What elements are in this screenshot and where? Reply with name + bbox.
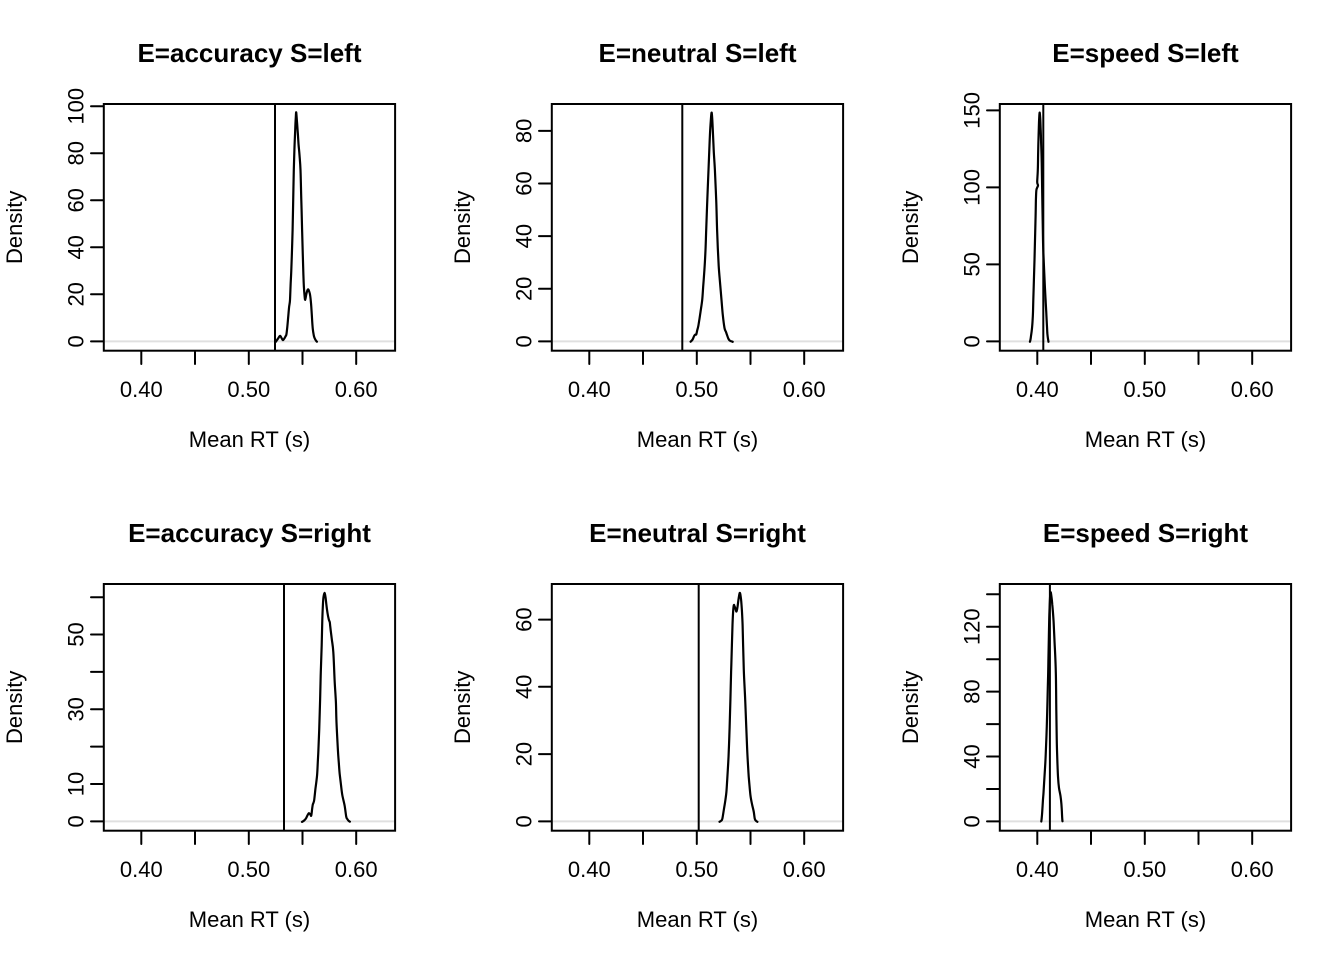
svg-text:E=accuracy S=left: E=accuracy S=left bbox=[137, 38, 361, 68]
svg-text:E=neutral S=left: E=neutral S=left bbox=[599, 38, 797, 68]
svg-text:80: 80 bbox=[960, 679, 985, 703]
svg-text:120: 120 bbox=[960, 608, 985, 645]
svg-text:0.40: 0.40 bbox=[568, 857, 611, 882]
svg-text:0.60: 0.60 bbox=[1231, 857, 1274, 882]
svg-text:0: 0 bbox=[512, 815, 537, 827]
svg-text:0: 0 bbox=[64, 815, 89, 827]
svg-text:Mean RT (s): Mean RT (s) bbox=[637, 427, 758, 452]
svg-text:50: 50 bbox=[64, 622, 89, 646]
svg-text:0.60: 0.60 bbox=[335, 377, 378, 402]
svg-text:0: 0 bbox=[512, 335, 537, 347]
svg-text:0.60: 0.60 bbox=[335, 857, 378, 882]
svg-text:Mean RT (s): Mean RT (s) bbox=[189, 907, 310, 932]
svg-text:0.60: 0.60 bbox=[783, 857, 826, 882]
svg-text:E=speed S=left: E=speed S=left bbox=[1052, 38, 1239, 68]
svg-text:100: 100 bbox=[960, 169, 985, 206]
svg-text:100: 100 bbox=[64, 88, 89, 125]
svg-text:0.40: 0.40 bbox=[120, 857, 163, 882]
svg-text:Density: Density bbox=[2, 191, 27, 264]
svg-text:E=speed S=right: E=speed S=right bbox=[1043, 518, 1249, 548]
svg-text:0.50: 0.50 bbox=[675, 377, 718, 402]
svg-text:Mean RT (s): Mean RT (s) bbox=[1085, 427, 1206, 452]
svg-text:20: 20 bbox=[512, 742, 537, 766]
svg-text:0.50: 0.50 bbox=[1123, 857, 1166, 882]
svg-text:0: 0 bbox=[960, 815, 985, 827]
svg-text:0.60: 0.60 bbox=[783, 377, 826, 402]
svg-text:Mean RT (s): Mean RT (s) bbox=[1085, 907, 1206, 932]
svg-text:30: 30 bbox=[64, 697, 89, 721]
svg-text:0.60: 0.60 bbox=[1231, 377, 1274, 402]
svg-text:80: 80 bbox=[512, 119, 537, 143]
svg-text:0.50: 0.50 bbox=[1123, 377, 1166, 402]
svg-text:10: 10 bbox=[64, 772, 89, 796]
svg-text:Density: Density bbox=[898, 671, 923, 744]
svg-text:40: 40 bbox=[512, 224, 537, 248]
svg-text:Mean RT (s): Mean RT (s) bbox=[189, 427, 310, 452]
svg-text:E=accuracy S=right: E=accuracy S=right bbox=[128, 518, 371, 548]
svg-text:60: 60 bbox=[512, 171, 537, 195]
svg-text:Density: Density bbox=[2, 671, 27, 744]
svg-text:20: 20 bbox=[512, 277, 537, 301]
svg-text:80: 80 bbox=[64, 141, 89, 165]
svg-text:0.50: 0.50 bbox=[227, 857, 270, 882]
svg-text:40: 40 bbox=[64, 235, 89, 259]
svg-text:150: 150 bbox=[960, 92, 985, 129]
svg-text:0.50: 0.50 bbox=[227, 377, 270, 402]
svg-text:50: 50 bbox=[960, 252, 985, 276]
svg-text:E=neutral S=right: E=neutral S=right bbox=[589, 518, 806, 548]
svg-text:20: 20 bbox=[64, 282, 89, 306]
svg-text:0: 0 bbox=[64, 335, 89, 347]
svg-text:0: 0 bbox=[960, 335, 985, 347]
svg-text:Mean RT (s): Mean RT (s) bbox=[637, 907, 758, 932]
svg-text:Density: Density bbox=[898, 191, 923, 264]
svg-text:0.40: 0.40 bbox=[568, 377, 611, 402]
svg-text:0.50: 0.50 bbox=[675, 857, 718, 882]
svg-text:Density: Density bbox=[450, 671, 475, 744]
svg-text:0.40: 0.40 bbox=[1016, 857, 1059, 882]
svg-text:40: 40 bbox=[960, 744, 985, 768]
svg-text:60: 60 bbox=[64, 188, 89, 212]
svg-text:Density: Density bbox=[450, 191, 475, 264]
svg-text:0.40: 0.40 bbox=[1016, 377, 1059, 402]
svg-text:60: 60 bbox=[512, 607, 537, 631]
svg-text:0.40: 0.40 bbox=[120, 377, 163, 402]
svg-text:40: 40 bbox=[512, 675, 537, 699]
